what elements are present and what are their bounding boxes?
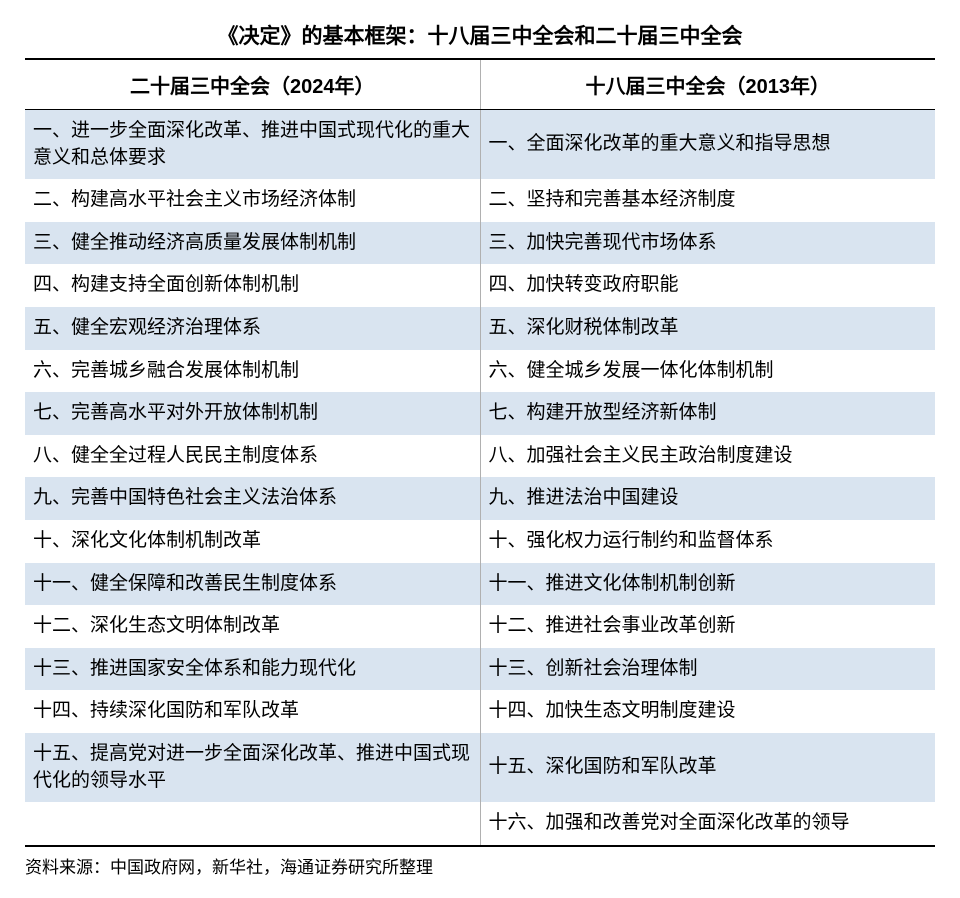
table-row: 十三、推进国家安全体系和能力现代化十三、创新社会治理体制	[25, 648, 935, 691]
table-header-row: 二十届三中全会（2024年） 十八届三中全会（2013年）	[25, 59, 935, 110]
cell-left: 十、深化文化体制机制改革	[25, 520, 480, 563]
table-row: 九、完善中国特色社会主义法治体系九、推进法治中国建设	[25, 477, 935, 520]
cell-right: 十二、推进社会事业改革创新	[480, 605, 935, 648]
table-body: 一、进一步全面深化改革、推进中国式现代化的重大意义和总体要求一、全面深化改革的重…	[25, 110, 935, 846]
source-citation: 资料来源：中国政府网，新华社，海通证券研究所整理	[25, 847, 935, 878]
cell-right: 九、推进法治中国建设	[480, 477, 935, 520]
table-row: 十二、深化生态文明体制改革十二、推进社会事业改革创新	[25, 605, 935, 648]
cell-left: 十五、提高党对进一步全面深化改革、推进中国式现代化的领导水平	[25, 733, 480, 802]
cell-right: 十一、推进文化体制机制创新	[480, 563, 935, 606]
table-row: 五、健全宏观经济治理体系五、深化财税体制改革	[25, 307, 935, 350]
table-row: 六、完善城乡融合发展体制机制六、健全城乡发展一体化体制机制	[25, 350, 935, 393]
cell-right: 五、深化财税体制改革	[480, 307, 935, 350]
cell-right: 三、加快完善现代市场体系	[480, 222, 935, 265]
cell-left: 七、完善高水平对外开放体制机制	[25, 392, 480, 435]
comparison-table: 二十届三中全会（2024年） 十八届三中全会（2013年） 一、进一步全面深化改…	[25, 58, 935, 847]
cell-right: 十三、创新社会治理体制	[480, 648, 935, 691]
cell-right: 二、坚持和完善基本经济制度	[480, 179, 935, 222]
cell-left: 一、进一步全面深化改革、推进中国式现代化的重大意义和总体要求	[25, 110, 480, 180]
cell-right: 一、全面深化改革的重大意义和指导思想	[480, 110, 935, 180]
cell-right: 十、强化权力运行制约和监督体系	[480, 520, 935, 563]
table-row: 十五、提高党对进一步全面深化改革、推进中国式现代化的领导水平十五、深化国防和军队…	[25, 733, 935, 802]
table-row: 一、进一步全面深化改革、推进中国式现代化的重大意义和总体要求一、全面深化改革的重…	[25, 110, 935, 180]
table-row: 十、深化文化体制机制改革十、强化权力运行制约和监督体系	[25, 520, 935, 563]
cell-left: 五、健全宏观经济治理体系	[25, 307, 480, 350]
cell-left: 九、完善中国特色社会主义法治体系	[25, 477, 480, 520]
table-row: 十四、持续深化国防和军队改革十四、加快生态文明制度建设	[25, 690, 935, 733]
cell-left: 四、构建支持全面创新体制机制	[25, 264, 480, 307]
table-row: 七、完善高水平对外开放体制机制七、构建开放型经济新体制	[25, 392, 935, 435]
cell-right: 六、健全城乡发展一体化体制机制	[480, 350, 935, 393]
cell-left: 六、完善城乡融合发展体制机制	[25, 350, 480, 393]
table-row: 三、健全推动经济高质量发展体制机制三、加快完善现代市场体系	[25, 222, 935, 265]
cell-left: 十四、持续深化国防和军队改革	[25, 690, 480, 733]
table-row: 四、构建支持全面创新体制机制四、加快转变政府职能	[25, 264, 935, 307]
cell-left	[25, 802, 480, 846]
cell-right: 十六、加强和改善党对全面深化改革的领导	[480, 802, 935, 846]
cell-right: 七、构建开放型经济新体制	[480, 392, 935, 435]
cell-left: 十一、健全保障和改善民生制度体系	[25, 563, 480, 606]
cell-left: 十二、深化生态文明体制改革	[25, 605, 480, 648]
table-row: 二、构建高水平社会主义市场经济体制二、坚持和完善基本经济制度	[25, 179, 935, 222]
cell-left: 十三、推进国家安全体系和能力现代化	[25, 648, 480, 691]
column-header-2013: 十八届三中全会（2013年）	[480, 59, 935, 110]
cell-left: 三、健全推动经济高质量发展体制机制	[25, 222, 480, 265]
cell-left: 二、构建高水平社会主义市场经济体制	[25, 179, 480, 222]
column-header-2024: 二十届三中全会（2024年）	[25, 59, 480, 110]
table-row: 十一、健全保障和改善民生制度体系十一、推进文化体制机制创新	[25, 563, 935, 606]
table-row: 八、健全全过程人民民主制度体系八、加强社会主义民主政治制度建设	[25, 435, 935, 478]
cell-right: 十四、加快生态文明制度建设	[480, 690, 935, 733]
table-row: 十六、加强和改善党对全面深化改革的领导	[25, 802, 935, 846]
cell-right: 八、加强社会主义民主政治制度建设	[480, 435, 935, 478]
cell-right: 十五、深化国防和军队改革	[480, 733, 935, 802]
cell-right: 四、加快转变政府职能	[480, 264, 935, 307]
table-title: 《决定》的基本框架：十八届三中全会和二十届三中全会	[25, 20, 935, 58]
cell-left: 八、健全全过程人民民主制度体系	[25, 435, 480, 478]
